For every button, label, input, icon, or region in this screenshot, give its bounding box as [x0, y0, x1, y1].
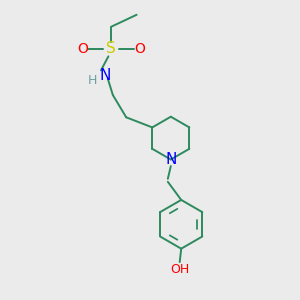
Text: H: H: [87, 74, 97, 87]
Text: OH: OH: [170, 263, 189, 276]
Text: S: S: [106, 41, 116, 56]
Text: N: N: [165, 152, 176, 167]
Text: O: O: [134, 42, 145, 56]
Text: O: O: [78, 42, 88, 56]
Text: N: N: [100, 68, 111, 83]
